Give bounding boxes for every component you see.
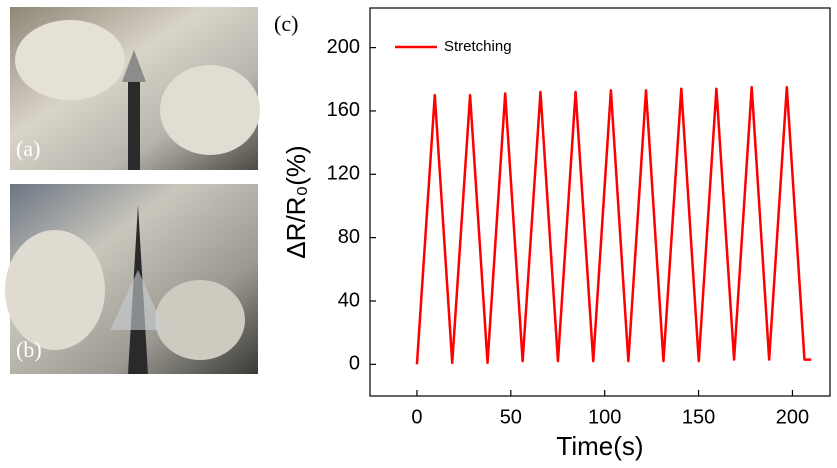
- x-axis-label: Time(s): [556, 431, 643, 461]
- y-tick-label: 200: [327, 36, 360, 58]
- panel-label: (c): [274, 11, 298, 36]
- rod: [128, 80, 140, 170]
- panel-label: (a): [16, 136, 40, 161]
- plot-frame: [369, 7, 831, 397]
- y-axis-label: ΔR/R₀(%): [281, 145, 311, 258]
- y-tick-label: 120: [327, 163, 360, 185]
- y-tick-label: 0: [349, 353, 360, 375]
- photo-b: (b): [5, 184, 258, 374]
- panel-label: (b): [16, 337, 42, 362]
- x-tick-label: 100: [588, 406, 621, 428]
- film: [110, 270, 165, 330]
- rod-tip: [122, 50, 146, 82]
- glove: [5, 230, 105, 350]
- x-tick-label: 0: [411, 406, 422, 428]
- glove: [160, 65, 260, 155]
- x-tick-label: 200: [776, 406, 809, 428]
- y-tick-label: 40: [338, 289, 360, 311]
- glove: [15, 20, 125, 100]
- photo-a: (a): [10, 7, 260, 170]
- data-line: [415, 85, 812, 365]
- x-tick-label: 50: [500, 406, 522, 428]
- x-tick-label: 150: [682, 406, 715, 428]
- legend-label: Stretching: [444, 38, 512, 55]
- y-tick-label: 160: [327, 99, 360, 121]
- glove: [155, 280, 245, 360]
- y-tick-label: 80: [338, 226, 360, 248]
